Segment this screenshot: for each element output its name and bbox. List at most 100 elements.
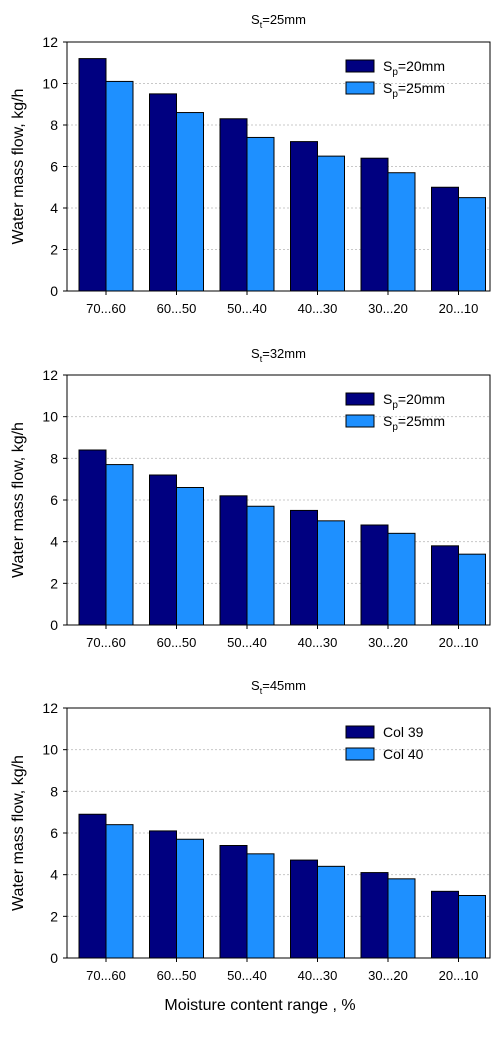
bar-series-1 xyxy=(78,813,107,959)
bar-series-2 xyxy=(458,197,486,292)
bar-series-1 xyxy=(431,545,459,626)
y-axis-label: Water mass flow, kg/h xyxy=(10,755,27,911)
bar-series-1 xyxy=(431,186,459,292)
bar-series-2 xyxy=(387,172,416,292)
bar-series-1 xyxy=(78,58,107,292)
bar-series-2 xyxy=(176,112,204,292)
bar-series-1 xyxy=(149,830,177,959)
x-tick-label: 70...60 xyxy=(86,301,126,316)
legend-label: Sp=20mm xyxy=(383,391,445,411)
legend-label: Sp=20mm xyxy=(383,58,445,78)
legend-label: Sp=25mm xyxy=(383,80,445,100)
x-tick-label: 60...50 xyxy=(157,301,197,316)
x-tick-label: 40...30 xyxy=(298,301,338,316)
bar-series-2 xyxy=(105,824,134,959)
bar-series-1 xyxy=(360,872,389,959)
x-tick-label: 20...10 xyxy=(439,635,479,650)
x-tick-label: 30...20 xyxy=(368,635,408,650)
bar-series-2 xyxy=(458,895,486,959)
legend-swatch xyxy=(345,392,375,406)
bar-series-2 xyxy=(246,853,275,959)
x-tick-label: 70...60 xyxy=(86,635,126,650)
x-tick-label: 70...60 xyxy=(86,968,126,983)
y-axis-label: Water mass flow, kg/h xyxy=(10,422,27,578)
bar-series-1 xyxy=(149,474,177,626)
chart-title: St=25mm xyxy=(251,12,306,30)
y-tick-label: 6 xyxy=(50,492,58,508)
x-tick-label: 30...20 xyxy=(368,968,408,983)
bar-series-1 xyxy=(360,524,389,626)
bar-series-1 xyxy=(431,890,459,959)
y-tick-label: 8 xyxy=(50,117,58,133)
chart-panel-3: St=45mm 0 2 4 6 8 10 12 70...60 60...50 50...40 40.… xyxy=(10,678,491,983)
x-axis-label: Moisture content range , % xyxy=(164,997,355,1014)
chart-panel-2: St=32mm 0 2 4 6 8 10 12 70...60 60...50 50...40 40.… xyxy=(10,346,491,650)
legend-swatch xyxy=(345,59,375,73)
y-tick-label: 6 xyxy=(50,159,58,175)
x-tick-label: 20...10 xyxy=(439,301,479,316)
bar-series-2 xyxy=(387,532,416,626)
y-tick-label: 4 xyxy=(50,200,58,216)
y-tick-label: 10 xyxy=(42,76,58,92)
bar-series-2 xyxy=(246,136,275,292)
y-tick-label: 8 xyxy=(50,450,58,466)
y-tick-label: 2 xyxy=(50,575,58,591)
y-tick-label: 6 xyxy=(50,825,58,841)
y-tick-label: 12 xyxy=(42,700,58,716)
bar-series-2 xyxy=(317,520,345,626)
chart-title: St=45mm xyxy=(251,678,306,696)
legend-label: Col 39 xyxy=(383,724,424,740)
chart-panel-1: St=25mm 0 2 4 6 8 10 12 70...60 60...50 50...40 40.… xyxy=(10,12,491,316)
x-tick-label: 20...10 xyxy=(439,968,479,983)
y-tick-label: 0 xyxy=(50,617,58,633)
bar-series-2 xyxy=(387,878,416,959)
y-tick-label: 0 xyxy=(50,283,58,299)
y-axis-label: Water mass flow, kg/h xyxy=(10,89,27,245)
bar-series-2 xyxy=(105,464,134,626)
x-tick-label: 60...50 xyxy=(157,968,197,983)
x-tick-label: 30...20 xyxy=(368,301,408,316)
plot-frame xyxy=(66,41,491,292)
bar-series-1 xyxy=(290,509,318,626)
chart-title: St=32mm xyxy=(251,346,306,364)
legend-swatch xyxy=(345,725,375,739)
x-tick-label: 40...30 xyxy=(298,968,338,983)
legend-swatch xyxy=(345,81,375,95)
y-tick-label: 0 xyxy=(50,950,58,966)
y-tick-label: 2 xyxy=(50,908,58,924)
bar-series-1 xyxy=(290,141,318,292)
x-tick-label: 60...50 xyxy=(157,635,197,650)
legend-label: Col 40 xyxy=(383,746,424,762)
y-tick-label: 2 xyxy=(50,242,58,258)
y-tick-label: 12 xyxy=(42,367,58,383)
bar-series-2 xyxy=(105,80,134,292)
bar-series-2 xyxy=(176,487,204,626)
y-tick-label: 4 xyxy=(50,867,58,883)
legend-swatch xyxy=(345,747,375,761)
bar-series-1 xyxy=(219,845,248,959)
y-tick-label: 8 xyxy=(50,783,58,799)
bar-series-1 xyxy=(219,118,248,292)
bar-series-1 xyxy=(149,93,177,292)
bar-series-1 xyxy=(360,157,389,292)
bar-series-1 xyxy=(78,449,107,626)
plot-frame xyxy=(66,374,491,626)
x-tick-label: 50...40 xyxy=(227,301,267,316)
plot-frame xyxy=(66,707,491,959)
bar-series-1 xyxy=(219,495,248,626)
bar-series-2 xyxy=(176,838,204,959)
bar-series-2 xyxy=(317,865,345,959)
y-tick-label: 10 xyxy=(42,409,58,425)
y-tick-label: 4 xyxy=(50,534,58,550)
y-tick-label: 12 xyxy=(42,34,58,50)
bar-series-2 xyxy=(246,505,275,626)
bar-series-2 xyxy=(458,553,486,626)
bar-series-1 xyxy=(290,859,318,959)
bar-series-2 xyxy=(317,155,345,292)
x-tick-label: 50...40 xyxy=(227,635,267,650)
x-tick-label: 40...30 xyxy=(298,635,338,650)
legend-swatch xyxy=(345,414,375,428)
y-tick-label: 10 xyxy=(42,742,58,758)
